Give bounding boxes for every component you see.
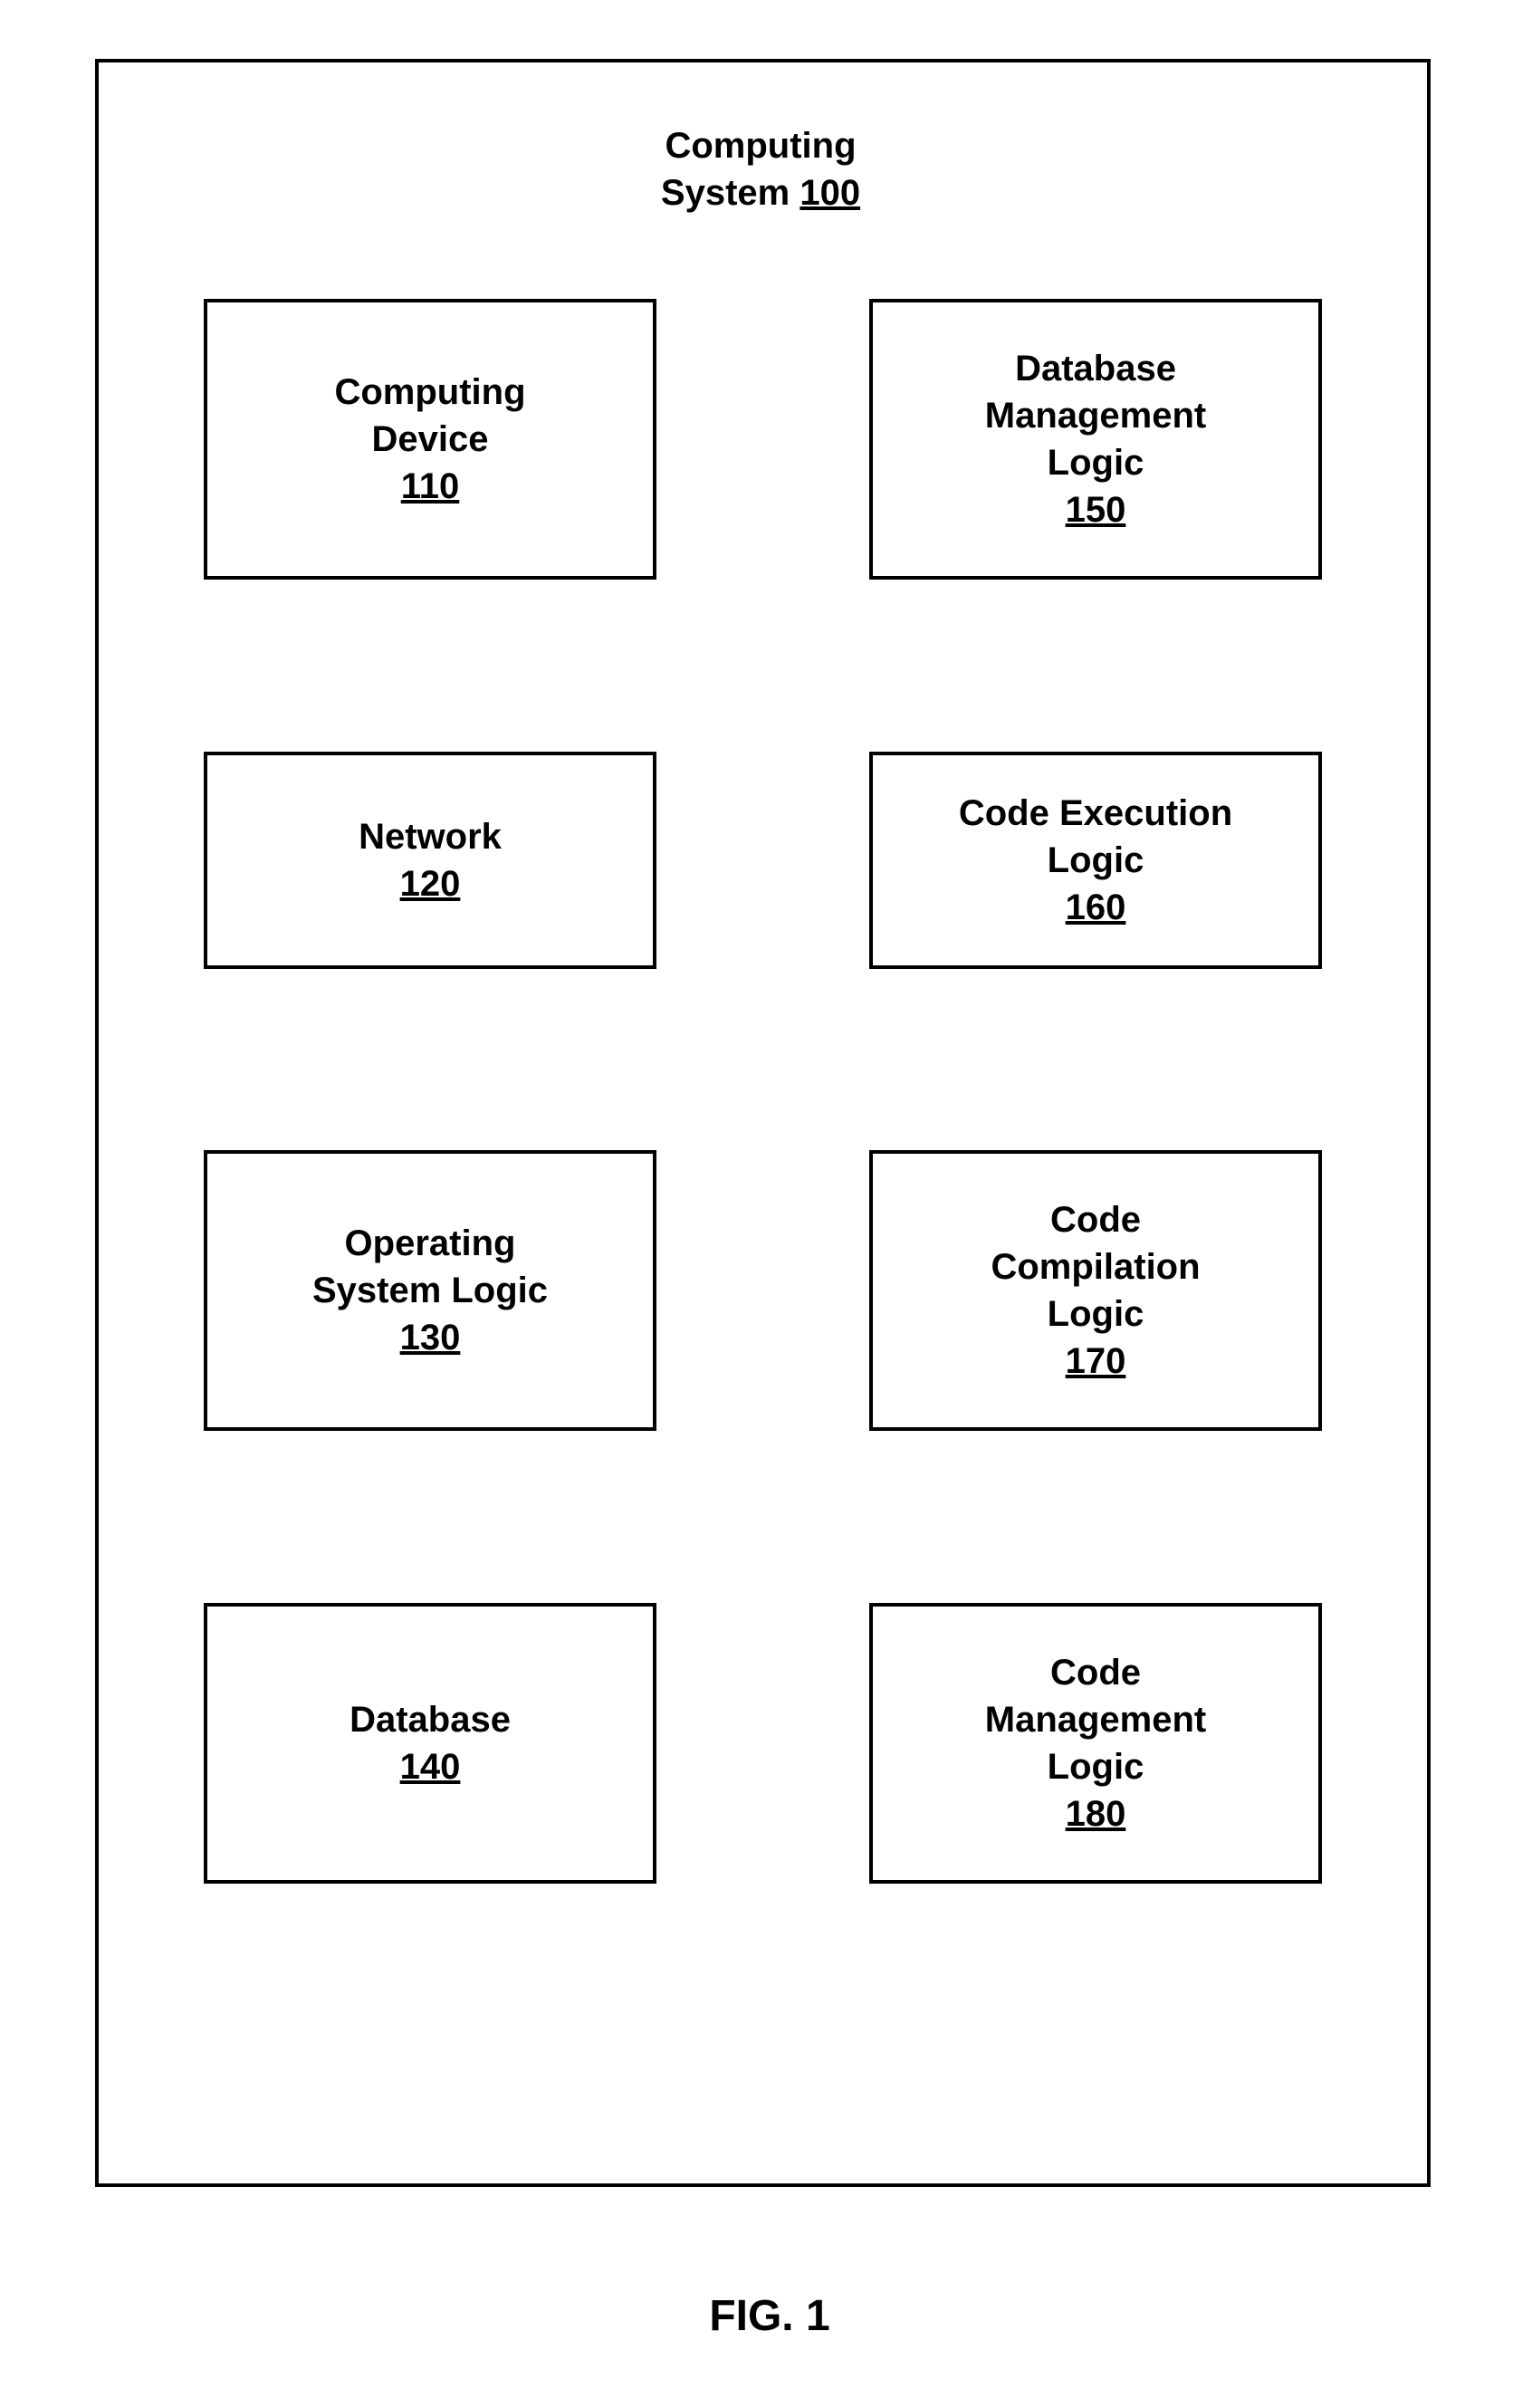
box-network: Network120 <box>204 752 656 969</box>
box-label-line: Code <box>1050 1649 1141 1696</box>
box-code-compilation-logic: CodeCompilationLogic170 <box>869 1150 1322 1431</box>
box-number: 110 <box>401 463 460 510</box>
box-label-line: Logic <box>1048 1743 1144 1790</box>
box-label-line: System Logic <box>312 1267 548 1314</box>
box-computing-device: ComputingDevice110 <box>204 299 656 580</box>
diagram-title: Computing System 100 <box>561 122 960 216</box>
box-operating-system-logic: OperatingSystem Logic130 <box>204 1150 656 1431</box>
box-number: 120 <box>400 860 461 907</box>
box-label-line: Computing <box>334 369 525 416</box>
box-label-line: Code Execution <box>959 790 1232 837</box>
box-number: 150 <box>1066 486 1126 533</box>
box-database: Database140 <box>204 1603 656 1884</box>
box-label-line: Management <box>985 392 1207 439</box>
box-label-line: Compilation <box>991 1243 1200 1290</box>
diagram-title-number: 100 <box>800 173 860 213</box>
box-label-line: Network <box>359 813 502 860</box>
box-label-line: Logic <box>1048 439 1144 486</box>
box-database-management-logic: DatabaseManagementLogic150 <box>869 299 1322 580</box>
box-label-line: Device <box>372 416 489 463</box>
box-label-line: Operating <box>345 1220 516 1267</box>
box-number: 180 <box>1066 1790 1126 1837</box>
box-label-line: Logic <box>1048 837 1144 884</box>
box-number: 170 <box>1066 1338 1126 1385</box>
box-label-line: Management <box>985 1696 1207 1743</box>
diagram-title-line1: Computing <box>561 122 960 169</box>
box-number: 130 <box>400 1314 461 1361</box>
box-label-line: Database <box>349 1696 511 1743</box>
box-number: 160 <box>1066 884 1126 931</box>
box-number: 140 <box>400 1743 461 1790</box>
box-label-line: Logic <box>1048 1290 1144 1338</box>
box-code-execution-logic: Code ExecutionLogic160 <box>869 752 1322 969</box>
box-code-management-logic: CodeManagementLogic180 <box>869 1603 1322 1884</box>
box-label-line: Code <box>1050 1196 1141 1243</box>
box-label-line: Database <box>1015 345 1176 392</box>
diagram-title-line2: System 100 <box>561 169 960 216</box>
figure-caption: FIG. 1 <box>652 2291 887 2341</box>
diagram-title-prefix: System <box>661 173 800 213</box>
